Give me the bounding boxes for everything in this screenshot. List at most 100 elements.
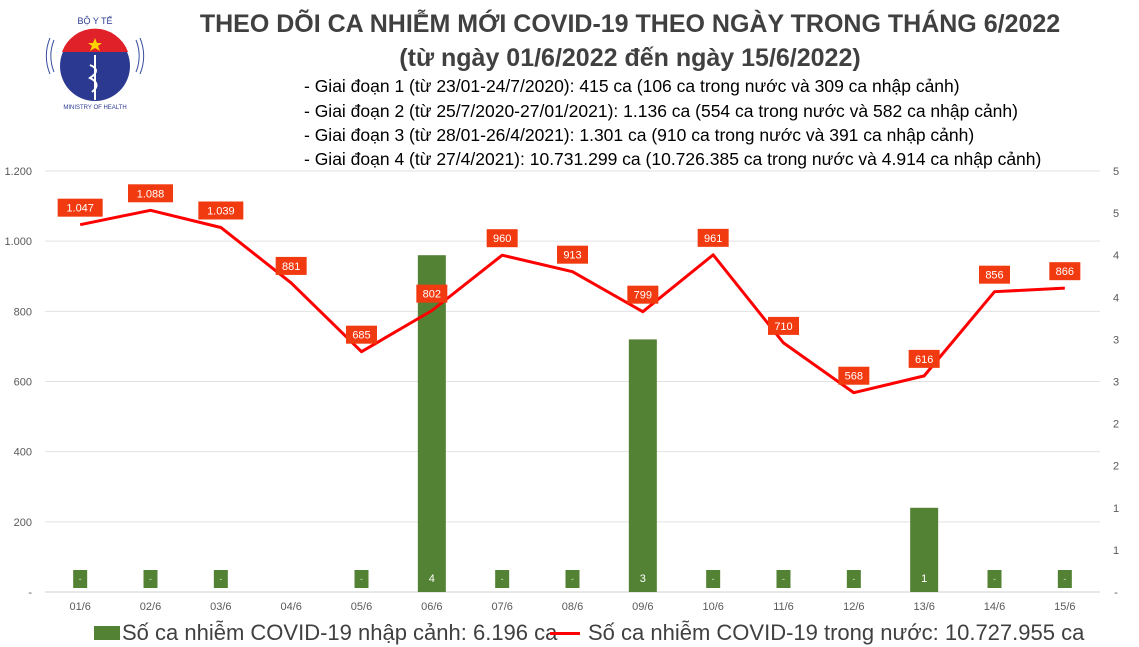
bar (846, 570, 861, 588)
bar (1057, 570, 1072, 588)
x-tick-label: 04/6 (280, 601, 301, 613)
legend-item-imported: Số ca nhiễm COVID-19 nhập cảnh: 6.196 ca (94, 620, 557, 646)
x-tick-label: 15/6 (1054, 601, 1075, 613)
x-tick-label: 07/6 (491, 601, 512, 613)
bar-data-label: - (501, 574, 504, 584)
bar-data-label: - (993, 574, 996, 584)
y-left-tick-label: 800 (14, 306, 32, 318)
y-right-tick-label: 2 (1113, 461, 1119, 473)
domestic-cases-line (79, 208, 1065, 395)
bar-data-label: - (852, 574, 855, 584)
bar-data-label: 1 (921, 573, 927, 585)
line-data-label: 802 (423, 289, 441, 301)
bar (776, 570, 791, 588)
bar (628, 339, 657, 592)
chart-title: THEO DÕI CA NHIỄM MỚI COVID-19 THEO NGÀY… (199, 10, 1061, 38)
x-tick-label: 09/6 (632, 601, 653, 613)
line-data-label: 685 (352, 330, 370, 342)
y-right-tick-label: 3 (1113, 334, 1119, 346)
svg-text:MINISTRY OF HEALTH: MINISTRY OF HEALTH (63, 105, 126, 110)
bar (143, 570, 158, 588)
x-tick-label: 11/6 (773, 601, 794, 613)
bar-data-label: 3 (640, 573, 646, 585)
bar-data-label: - (219, 574, 222, 584)
y-left-tick-label: 600 (14, 377, 32, 389)
line-data-label: 1.088 (137, 188, 165, 200)
y-right-tick-label: 4 (1113, 250, 1119, 262)
y-right-tick-label: - (1114, 587, 1118, 599)
line-data-label-box (627, 285, 659, 304)
line-data-label: 1.047 (66, 203, 94, 215)
bar (910, 507, 939, 592)
bar (354, 570, 369, 588)
bar (706, 570, 721, 588)
line-data-label: 616 (915, 354, 933, 366)
ministry-of-health-logo: BỘ Y TẾ MINISTRY OF HEALTH (45, 16, 145, 110)
line-data-label: 960 (493, 233, 511, 245)
y-left-tick-label: 400 (14, 447, 32, 459)
bar (73, 570, 88, 588)
line-data-label-box (346, 325, 377, 344)
y-left-tick-label: - (28, 587, 32, 599)
line-data-label-box (128, 184, 173, 203)
x-tick-label: 05/6 (351, 601, 372, 613)
chart-subtitle: (từ ngày 01/6/2022 đến ngày 15/6/2022) (399, 44, 861, 72)
phase-1-note: - Giai đoạn 1 (từ 23/01-24/7/2020): 415 … (304, 76, 960, 96)
y-left-tick-label: 1.000 (4, 236, 32, 248)
x-tick-label: 06/6 (421, 601, 442, 613)
bar (213, 570, 228, 588)
y-right-tick-label: 5 (1113, 166, 1119, 178)
y-right-tick-label: 5 (1113, 208, 1119, 220)
line-data-label-box (768, 316, 799, 335)
y-right-tick-label: 2 (1113, 419, 1119, 431)
x-tick-label: 14/6 (984, 601, 1005, 613)
bar (987, 570, 1002, 588)
line-data-label: 856 (985, 270, 1003, 282)
bar (565, 570, 580, 588)
line-data-label-box (57, 198, 103, 217)
x-tick-label: 13/6 (913, 601, 934, 613)
legend-item-domestic: Số ca nhiễm COVID-19 trong nước: 10.727.… (550, 620, 1084, 646)
line-data-label-box (416, 284, 448, 303)
bar-data-label: - (360, 574, 363, 584)
phase-4-note: - Giai đoạn 4 (từ 27/4/2021): 10.731.299… (304, 149, 1042, 169)
bar-data-label: - (149, 574, 152, 584)
phase-2-note: - Giai đoạn 2 (từ 25/7/2020-27/01/2021):… (304, 101, 1018, 121)
line-data-label-box (838, 366, 870, 385)
line-data-label-box (697, 228, 729, 247)
bar-data-label: 4 (429, 573, 435, 585)
bar-data-label: - (712, 574, 715, 584)
x-tick-label: 12/6 (843, 601, 864, 613)
x-tick-label: 03/6 (210, 601, 231, 613)
x-tick-label: 01/6 (69, 601, 90, 613)
line-data-label: 961 (704, 233, 722, 245)
y-right-tick-label: 1 (1113, 503, 1119, 515)
bar-data-label: - (79, 574, 82, 584)
phase-3-note: - Giai đoạn 3 (từ 28/01-26/4/2021): 1.30… (304, 125, 975, 145)
legend-label-imported: Số ca nhiễm COVID-19 nhập cảnh: 6.196 ca (122, 620, 558, 645)
legend-label-domestic: Số ca nhiễm COVID-19 trong nước: 10.727.… (588, 620, 1085, 645)
line-data-label: 568 (845, 371, 863, 383)
line-data-label: 799 (634, 290, 652, 302)
line-data-label-box (557, 245, 588, 264)
bar (417, 255, 446, 592)
bar-data-label: - (1063, 574, 1066, 584)
line-data-label: 710 (774, 321, 792, 333)
y-left-tick-label: 200 (14, 517, 32, 529)
line-data-label-box (908, 349, 940, 368)
line-data-label: 1.039 (207, 205, 235, 217)
y-right-tick-label: 1 (1113, 545, 1119, 557)
bar-data-label: - (571, 574, 574, 584)
y-right-tick-label: 4 (1113, 292, 1119, 304)
bar (495, 570, 510, 588)
legend-line-swatch (550, 631, 580, 635)
line-data-label: 881 (282, 261, 300, 273)
x-tick-label: 02/6 (140, 601, 161, 613)
svg-text:BỘ Y TẾ: BỘ Y TẾ (77, 16, 112, 26)
line-data-label-box (1049, 262, 1081, 281)
line-data-label: 866 (1056, 266, 1074, 278)
x-tick-label: 10/6 (702, 601, 723, 613)
y-right-tick-label: 3 (1113, 377, 1119, 389)
x-tick-label: 08/6 (562, 601, 583, 613)
